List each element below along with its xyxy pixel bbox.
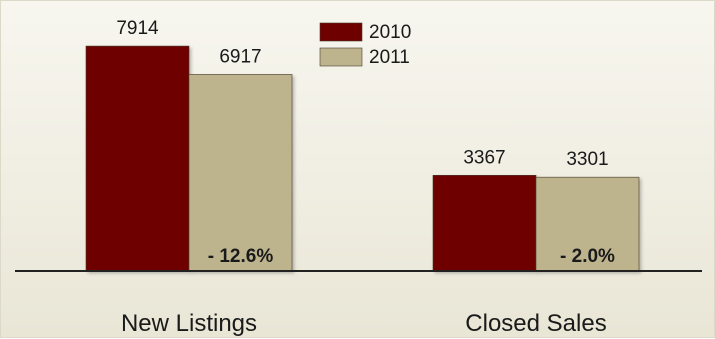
legend-label-2011: 2011 — [369, 47, 410, 68]
legend-swatch-2011 — [319, 47, 363, 67]
value-label: 6917 — [219, 46, 261, 67]
value-label: 3301 — [566, 149, 608, 170]
value-label: 7914 — [116, 18, 159, 39]
legend-label-2010: 2010 — [369, 22, 411, 43]
bar-2011-new-listings — [188, 74, 293, 272]
change-label: - 2.0% — [560, 246, 615, 267]
category-label: New Listings — [121, 310, 257, 337]
bar-2010-new-listings — [85, 45, 190, 272]
legend: 2010 2011 — [319, 22, 411, 68]
category-label: Closed Sales — [465, 310, 606, 337]
legend-swatch-2010 — [319, 22, 363, 42]
change-label: - 12.6% — [208, 246, 274, 267]
bar-2010-closed-sales — [432, 175, 537, 272]
bar-2011-closed-sales — [535, 176, 640, 272]
value-label: 3367 — [463, 147, 505, 168]
